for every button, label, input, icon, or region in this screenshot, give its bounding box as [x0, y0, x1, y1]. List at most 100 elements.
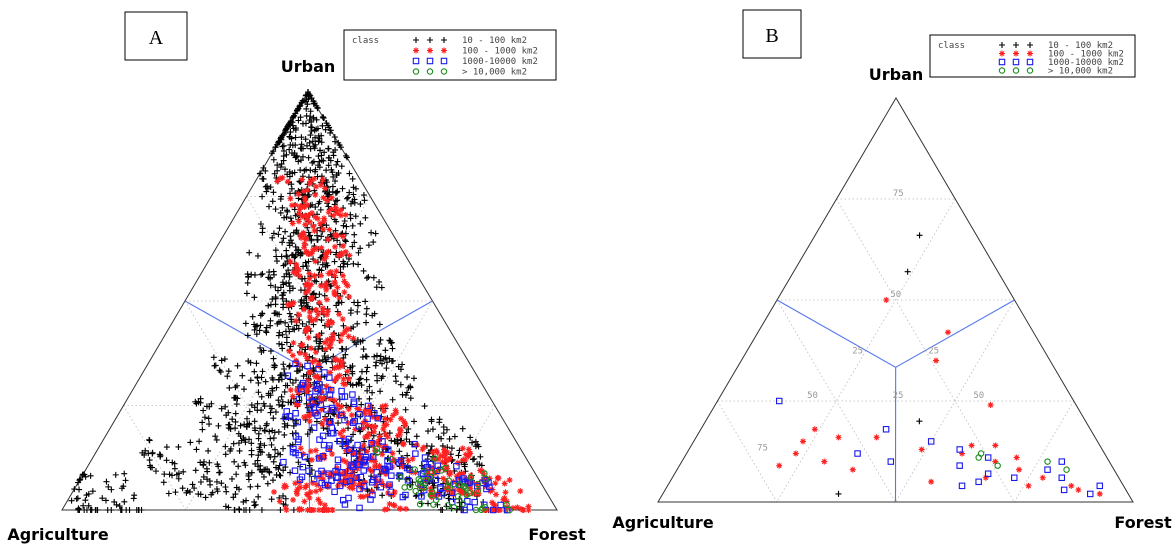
data-point [283, 334, 290, 341]
data-point [340, 375, 347, 382]
data-point [248, 469, 255, 476]
data-point [236, 506, 243, 513]
tick-label: 25 [893, 391, 904, 401]
data-point [345, 494, 352, 502]
data-point [274, 178, 281, 185]
data-point [332, 138, 339, 145]
legend-entry-label: 1000-10000 km2 [1048, 58, 1124, 68]
data-point [303, 482, 310, 489]
data-point [444, 483, 451, 491]
data-point [244, 279, 251, 286]
data-point [975, 478, 982, 486]
data-point [340, 410, 347, 417]
data-point [1013, 454, 1020, 461]
data-point [287, 195, 294, 202]
data-point [199, 419, 206, 426]
data-point [404, 477, 412, 484]
data-point [459, 425, 466, 432]
data-point [350, 431, 357, 438]
data-point [347, 467, 354, 474]
data-point [320, 507, 327, 513]
data-point [255, 379, 262, 386]
data-point [323, 179, 330, 186]
data-point [330, 173, 337, 180]
data-point [293, 488, 300, 495]
data-point [197, 478, 204, 485]
data-point [327, 385, 334, 392]
data-point [336, 372, 343, 379]
data-point [294, 106, 301, 113]
data-point [297, 385, 305, 393]
data-point [310, 400, 317, 407]
data-point [288, 399, 295, 406]
data-point [328, 430, 335, 437]
data-point [259, 193, 266, 200]
tick-label: 75 [893, 189, 904, 199]
data-point [324, 308, 331, 315]
data-point [161, 471, 168, 478]
data-point [307, 489, 314, 496]
data-point [199, 426, 206, 433]
tick-labels-b: 75 50 25 25 50 25 50 75 [757, 189, 984, 454]
data-point [103, 478, 110, 485]
data-point [475, 443, 482, 450]
data-point [350, 335, 357, 342]
data-point [260, 347, 267, 354]
data-point [346, 364, 353, 371]
data-point [231, 507, 238, 513]
series-plus [68, 89, 492, 513]
data-point [319, 453, 327, 460]
data-point [118, 485, 125, 492]
data-point [303, 384, 310, 391]
data-point [279, 279, 286, 286]
data-point [373, 439, 380, 446]
data-point [434, 462, 442, 470]
data-point [80, 502, 87, 509]
data-point [346, 189, 353, 196]
data-point [116, 503, 123, 510]
data-point [331, 365, 338, 372]
data-point [326, 391, 334, 398]
data-point [300, 231, 307, 238]
data-point [321, 353, 328, 360]
data-point [201, 414, 208, 421]
data-point [266, 469, 273, 476]
data-point [479, 468, 486, 475]
data-point [307, 124, 314, 131]
data-point [364, 364, 371, 371]
data-point [334, 456, 342, 464]
data-point [258, 271, 265, 278]
data-point [437, 452, 444, 459]
data-point [276, 175, 283, 182]
data-point [357, 473, 365, 481]
data-point [984, 454, 992, 461]
data-point [335, 357, 342, 364]
data-point [320, 394, 327, 401]
data-point [293, 153, 300, 160]
tick-label: 50 [890, 290, 901, 300]
data-point [420, 468, 428, 475]
data-point [918, 446, 925, 453]
data-point [307, 167, 314, 174]
data-point [393, 409, 400, 416]
data-point [303, 388, 310, 395]
data-point [434, 456, 441, 463]
data-point [465, 453, 472, 460]
data-point [306, 405, 314, 412]
data-point [286, 412, 293, 420]
data-point [335, 252, 342, 259]
data-point [279, 398, 286, 405]
data-point [308, 281, 315, 288]
data-point [439, 507, 446, 513]
data-point [212, 362, 219, 369]
grid-line [184, 300, 310, 511]
data-point [314, 412, 321, 419]
data-point [318, 406, 325, 413]
data-point [445, 477, 453, 485]
data-point [1063, 466, 1070, 473]
data-point [339, 272, 346, 279]
data-point [261, 403, 268, 410]
data-point [303, 328, 310, 335]
data-point [259, 225, 266, 232]
